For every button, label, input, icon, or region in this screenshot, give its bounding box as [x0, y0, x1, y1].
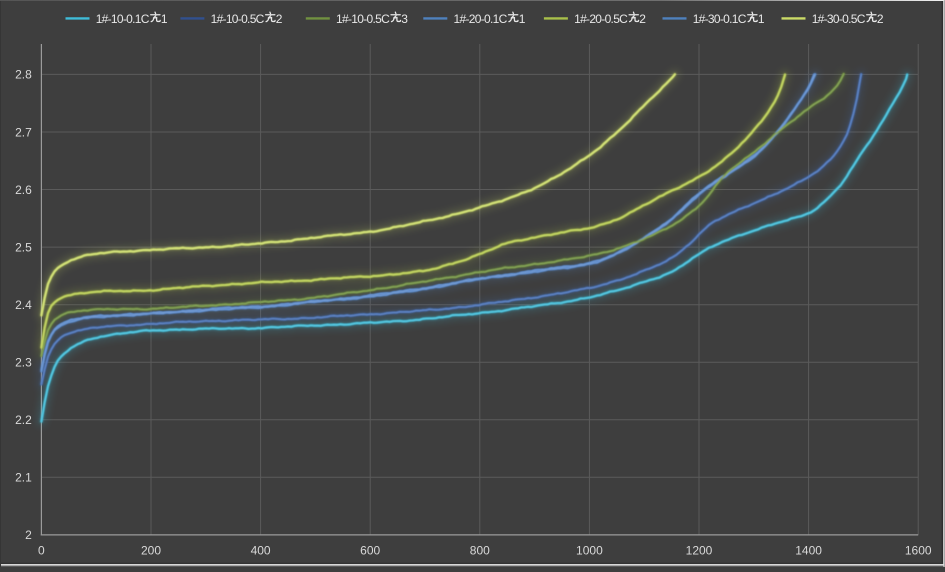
- svg-text:600: 600: [360, 544, 380, 558]
- svg-text:3: 3: [401, 12, 408, 26]
- svg-text:2.6: 2.6: [15, 183, 32, 197]
- svg-text:1000: 1000: [576, 544, 603, 558]
- svg-text:1: 1: [519, 12, 526, 26]
- svg-text:1#-10-0.5C: 1#-10-0.5C: [336, 12, 390, 26]
- svg-text:2: 2: [877, 12, 884, 26]
- svg-text:400: 400: [251, 544, 271, 558]
- svg-text:1#-10-0.5C: 1#-10-0.5C: [211, 12, 265, 26]
- svg-text:1: 1: [161, 12, 168, 26]
- svg-text:2: 2: [25, 528, 32, 542]
- svg-text:1#-30-0.5C: 1#-30-0.5C: [812, 12, 866, 26]
- svg-text:2.2: 2.2: [15, 413, 32, 427]
- svg-text:1200: 1200: [686, 544, 713, 558]
- svg-text:800: 800: [470, 544, 490, 558]
- svg-text:200: 200: [141, 544, 161, 558]
- svg-text:2.7: 2.7: [15, 125, 32, 139]
- svg-text:2: 2: [639, 12, 646, 26]
- svg-text:2.8: 2.8: [15, 68, 32, 82]
- svg-text:1600: 1600: [905, 544, 932, 558]
- svg-text:2: 2: [276, 12, 283, 26]
- svg-text:1#-20-0.5C: 1#-20-0.5C: [574, 12, 628, 26]
- svg-text:1#-20-0.1C: 1#-20-0.1C: [454, 12, 508, 26]
- svg-text:1#-10-0.1C: 1#-10-0.1C: [96, 12, 150, 26]
- svg-text:1: 1: [758, 12, 765, 26]
- svg-text:2.1: 2.1: [15, 471, 32, 485]
- svg-text:1400: 1400: [795, 544, 822, 558]
- svg-text:2.4: 2.4: [15, 298, 32, 312]
- svg-text:0: 0: [38, 544, 45, 558]
- svg-text:1#-30-0.1C: 1#-30-0.1C: [693, 12, 747, 26]
- svg-text:2.5: 2.5: [15, 240, 32, 254]
- svg-text:2.3: 2.3: [15, 356, 32, 370]
